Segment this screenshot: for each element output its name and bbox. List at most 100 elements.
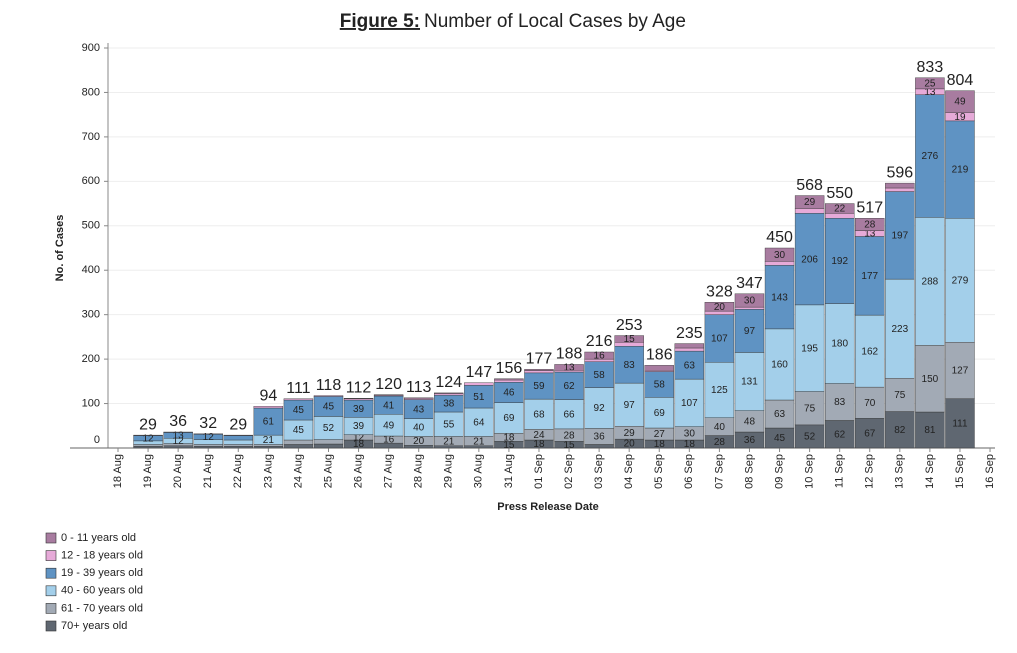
- bar-segment: [223, 444, 253, 447]
- segment-label: 18: [654, 439, 666, 450]
- segment-label: 13: [924, 87, 936, 98]
- total-label: 253: [616, 317, 643, 334]
- segment-label: 16: [594, 351, 606, 362]
- bar-segment: [885, 182, 915, 189]
- segment-label: 111: [952, 418, 968, 429]
- bar-segment: [855, 418, 885, 449]
- legend-swatch: [45, 567, 57, 579]
- segment-label: 38: [443, 399, 455, 410]
- segment-label: 75: [804, 403, 816, 414]
- legend-swatch: [45, 603, 57, 614]
- segment-label: 28: [864, 220, 876, 231]
- total-label: 147: [465, 364, 492, 381]
- title-prefix: Figure 5:: [340, 11, 420, 32]
- segment-label: 29: [804, 197, 816, 208]
- chart-title: Number of Local Cases by Age: [424, 11, 686, 32]
- segment-label: 18: [684, 439, 696, 450]
- bar-segment: [794, 213, 825, 306]
- segment-label: 30: [744, 296, 756, 307]
- legend-swatch: [45, 532, 57, 544]
- bar-segment: [674, 347, 705, 352]
- segment-label: 19: [954, 112, 966, 123]
- segment-label: 177: [861, 271, 878, 282]
- segment-label: 25: [924, 78, 936, 89]
- y-tick-label: 200: [82, 353, 100, 365]
- bar-segment: [824, 218, 855, 304]
- segment-label: 49: [383, 420, 395, 431]
- total-label: 328: [706, 283, 733, 300]
- total-label: 111: [286, 380, 310, 397]
- bar-segment: [133, 444, 163, 447]
- bar-segment: [945, 398, 975, 449]
- y-tick-label: 900: [82, 42, 100, 54]
- segment-label: 29: [624, 428, 636, 439]
- x-tick-label: 23 Aug: [262, 454, 274, 488]
- bar-segment: [915, 77, 945, 90]
- bar-segment: [644, 365, 674, 371]
- segment-label: 12: [143, 433, 155, 444]
- bar-segment: [734, 352, 765, 411]
- segment-label: 68: [533, 409, 545, 420]
- segment-label: 36: [594, 432, 606, 443]
- segment-label: 39: [353, 421, 365, 432]
- segment-label: 288: [922, 276, 939, 287]
- segment-label: 40: [413, 423, 425, 434]
- segment-label: 160: [771, 360, 788, 371]
- segment-label: 69: [503, 413, 515, 424]
- x-tick-label: 06 Sep: [683, 454, 695, 489]
- bar-segment: [855, 314, 885, 388]
- segment-label: 36: [744, 435, 756, 446]
- bar-segment: [644, 370, 674, 372]
- segment-label: 150: [922, 374, 939, 385]
- x-tick-label: 29 Aug: [443, 454, 455, 488]
- segment-label: 43: [413, 404, 425, 415]
- segment-label: 58: [654, 380, 666, 391]
- total-label: 347: [736, 275, 763, 292]
- bar-segment: [313, 443, 344, 449]
- x-tick-label: 26 Aug: [352, 454, 364, 488]
- segment-label: 67: [864, 428, 876, 439]
- segment-label: 59: [533, 381, 545, 392]
- bar-segment: [133, 446, 163, 449]
- total-label: 186: [646, 347, 673, 364]
- segment-label: 180: [831, 339, 848, 350]
- bar-segment: [915, 217, 945, 346]
- bar-segment: [885, 411, 915, 449]
- x-tick-label: 22 Aug: [232, 454, 244, 488]
- x-tick-label: 25 Aug: [322, 454, 334, 488]
- segment-label: 45: [293, 425, 305, 436]
- x-tick-label: 11 Sep: [834, 454, 846, 488]
- total-label: 235: [676, 325, 703, 342]
- legend-label: 40 - 60 years old: [61, 585, 143, 597]
- bar-segment: [614, 335, 644, 343]
- total-label: 188: [556, 346, 583, 363]
- segment-label: 55: [443, 419, 455, 430]
- bar-segment: [283, 444, 314, 449]
- total-label: 29: [229, 416, 247, 433]
- bar-segment: [945, 90, 975, 113]
- bar-segment: [313, 439, 344, 445]
- x-tick-label: 03 Sep: [593, 454, 605, 489]
- legend-label: 61 - 70 years old: [61, 602, 143, 614]
- segment-label: 12: [173, 436, 185, 447]
- segment-label: 15: [563, 440, 575, 451]
- segment-label: 125: [711, 385, 728, 396]
- x-tick-label: 18 Aug: [112, 454, 124, 488]
- bar-segment: [524, 398, 554, 430]
- segment-label: 97: [624, 400, 636, 411]
- segment-label: 131: [741, 377, 758, 388]
- y-tick-label: 600: [82, 175, 100, 187]
- x-tick-label: 31 Aug: [503, 454, 515, 488]
- bar-segment: [494, 379, 524, 383]
- segment-label: 28: [714, 437, 726, 448]
- segment-label: 52: [323, 423, 335, 434]
- legend-label: 12 - 18 years old: [61, 550, 143, 562]
- segment-label: 197: [891, 230, 908, 241]
- segment-label: 28: [563, 430, 575, 441]
- x-tick-label: 20 Aug: [172, 454, 184, 488]
- segment-label: 49: [954, 97, 966, 108]
- x-axis-label: Press Release Date: [497, 501, 599, 513]
- bar-segment: [253, 406, 284, 409]
- segment-label: 192: [831, 256, 848, 267]
